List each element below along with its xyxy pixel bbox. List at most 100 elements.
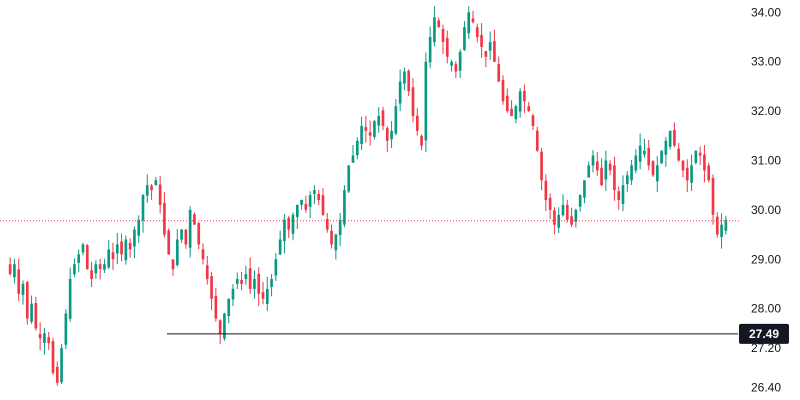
- candle[interactable]: [715, 211, 719, 238]
- candle[interactable]: [175, 229, 179, 267]
- candle[interactable]: [488, 31, 492, 60]
- candle[interactable]: [214, 288, 218, 322]
- candle[interactable]: [441, 24, 445, 55]
- candle[interactable]: [660, 150, 663, 164]
- candle[interactable]: [480, 23, 483, 58]
- candle[interactable]: [681, 160, 685, 178]
- candle[interactable]: [565, 199, 569, 223]
- candle[interactable]: [703, 145, 706, 183]
- candle[interactable]: [120, 233, 123, 262]
- candle[interactable]: [154, 176, 158, 186]
- candle[interactable]: [381, 106, 385, 131]
- candle[interactable]: [424, 52, 428, 152]
- candle[interactable]: [47, 331, 51, 351]
- candle[interactable]: [437, 17, 441, 28]
- candle[interactable]: [64, 309, 68, 350]
- candle[interactable]: [60, 344, 63, 385]
- candle[interactable]: [43, 327, 46, 355]
- candle[interactable]: [338, 212, 342, 247]
- candle[interactable]: [94, 260, 98, 279]
- candle[interactable]: [535, 126, 539, 152]
- candle[interactable]: [295, 204, 299, 229]
- candle[interactable]: [137, 215, 141, 243]
- candle[interactable]: [34, 296, 38, 331]
- candle[interactable]: [38, 322, 42, 351]
- candle[interactable]: [493, 29, 496, 62]
- candle[interactable]: [403, 67, 406, 91]
- candle[interactable]: [475, 23, 479, 43]
- candle[interactable]: [655, 156, 659, 193]
- candle[interactable]: [201, 243, 205, 265]
- candle[interactable]: [325, 212, 329, 233]
- candle[interactable]: [433, 6, 436, 47]
- candle[interactable]: [617, 186, 621, 210]
- candle[interactable]: [85, 243, 89, 270]
- candle[interactable]: [197, 222, 201, 250]
- candle[interactable]: [561, 194, 565, 217]
- candle[interactable]: [463, 21, 466, 52]
- candle[interactable]: [390, 121, 393, 149]
- candle[interactable]: [163, 192, 166, 238]
- candle[interactable]: [133, 226, 136, 259]
- candle[interactable]: [278, 230, 282, 256]
- candle[interactable]: [107, 240, 111, 270]
- candle[interactable]: [643, 138, 646, 158]
- candle[interactable]: [553, 207, 556, 235]
- candle[interactable]: [115, 233, 119, 265]
- candle[interactable]: [300, 199, 303, 210]
- candle[interactable]: [158, 175, 162, 214]
- candle[interactable]: [591, 150, 595, 173]
- candle[interactable]: [510, 100, 513, 117]
- candle[interactable]: [711, 174, 715, 225]
- candle[interactable]: [411, 78, 415, 123]
- candle[interactable]: [240, 271, 243, 291]
- candle[interactable]: [578, 194, 582, 212]
- candle[interactable]: [68, 267, 72, 322]
- candle[interactable]: [17, 258, 21, 302]
- candle[interactable]: [30, 295, 33, 324]
- candle[interactable]: [368, 120, 372, 146]
- candle[interactable]: [608, 160, 612, 176]
- candle[interactable]: [634, 149, 638, 174]
- candle[interactable]: [527, 101, 531, 113]
- candle[interactable]: [454, 61, 458, 79]
- candle[interactable]: [698, 146, 702, 165]
- candle[interactable]: [540, 147, 543, 191]
- candle[interactable]: [664, 137, 668, 167]
- candle[interactable]: [330, 224, 333, 249]
- candle[interactable]: [351, 145, 355, 163]
- candle[interactable]: [111, 242, 115, 270]
- candle[interactable]: [625, 171, 629, 192]
- candle[interactable]: [690, 154, 693, 191]
- candle[interactable]: [621, 175, 625, 212]
- candle[interactable]: [253, 270, 256, 299]
- candle[interactable]: [347, 165, 351, 194]
- candle[interactable]: [604, 150, 608, 191]
- candle[interactable]: [21, 280, 25, 305]
- candle[interactable]: [364, 115, 368, 143]
- candle[interactable]: [574, 208, 578, 228]
- candle[interactable]: [150, 184, 153, 200]
- candle[interactable]: [415, 108, 419, 136]
- candle[interactable]: [570, 207, 573, 228]
- candle[interactable]: [707, 162, 711, 183]
- candle[interactable]: [360, 116, 363, 151]
- candle[interactable]: [531, 113, 535, 130]
- candle[interactable]: [235, 272, 239, 290]
- candle[interactable]: [673, 122, 676, 148]
- candle[interactable]: [81, 242, 85, 256]
- candle[interactable]: [514, 104, 518, 124]
- candle[interactable]: [677, 142, 681, 162]
- candle[interactable]: [407, 69, 411, 97]
- candle[interactable]: [394, 98, 398, 136]
- candle[interactable]: [265, 276, 269, 311]
- candle[interactable]: [587, 161, 591, 178]
- candle[interactable]: [128, 238, 132, 258]
- candle[interactable]: [471, 10, 475, 24]
- candle[interactable]: [343, 185, 346, 228]
- candle[interactable]: [668, 130, 672, 150]
- candle[interactable]: [548, 193, 552, 220]
- candle[interactable]: [600, 158, 603, 187]
- candle[interactable]: [13, 258, 16, 284]
- candle[interactable]: [334, 233, 338, 260]
